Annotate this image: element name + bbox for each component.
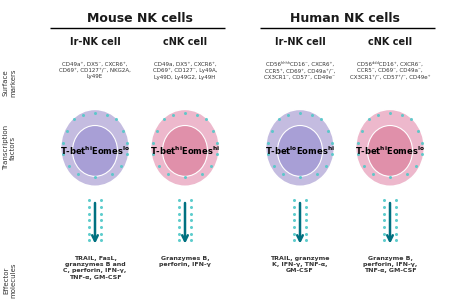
Text: T-bet$^{\mathbf{lo}}$Eomes$^{\mathbf{hi}}$: T-bet$^{\mathbf{lo}}$Eomes$^{\mathbf{hi}… [265, 145, 335, 157]
Ellipse shape [73, 126, 118, 176]
Text: Transcription
factors: Transcription factors [3, 125, 16, 170]
Ellipse shape [151, 109, 219, 186]
Text: Surface
markers: Surface markers [3, 69, 16, 97]
Ellipse shape [367, 126, 412, 176]
Text: cNK cell: cNK cell [368, 37, 412, 47]
Text: CD49a, DX5⁺, CXCR6⁺,
CD69⁺, CD127⁻, Ly49A,
Ly49D, Ly49G2, Ly49H: CD49a, DX5⁺, CXCR6⁺, CD69⁺, CD127⁻, Ly49… [153, 62, 217, 80]
Text: CD56ʰʰʰʰCD16⁻, CXCR6⁺,
CCR5⁺, CD69⁺, CD49a⁺/⁻,
CX3CR1⁻, CD57⁻, CD49e⁻: CD56ʰʰʰʰCD16⁻, CXCR6⁺, CCR5⁺, CD69⁺, CD4… [264, 62, 336, 80]
Text: Human NK cells: Human NK cells [290, 12, 400, 25]
Text: Mouse NK cells: Mouse NK cells [87, 12, 193, 25]
Text: TRAIL, FasL,
granzymes B and
C, perforin, IFN-γ,
TNF-α, GM-CSF: TRAIL, FasL, granzymes B and C, perforin… [64, 256, 127, 280]
Ellipse shape [163, 126, 208, 176]
Text: Granzyme B,
perforin, IFN-γ,
TNF-α, GM-CSF: Granzyme B, perforin, IFN-γ, TNF-α, GM-C… [363, 256, 417, 274]
Text: cNK cell: cNK cell [163, 37, 207, 47]
Text: TRAIL, granzyme
K, IFN-γ, TNF-α,
GM-CSF: TRAIL, granzyme K, IFN-γ, TNF-α, GM-CSF [270, 256, 330, 274]
Text: T-bet$^{\mathbf{hi}}$Eomes$^{\mathbf{lo}}$: T-bet$^{\mathbf{hi}}$Eomes$^{\mathbf{lo}… [60, 145, 130, 157]
Text: CD49a⁺, DX5⁻, CXCR6⁺,
CD69⁺, CD127⁺/⁻, NKG2A,
Ly49E: CD49a⁺, DX5⁻, CXCR6⁺, CD69⁺, CD127⁺/⁻, N… [59, 62, 131, 79]
Ellipse shape [61, 109, 129, 186]
Text: Granzymes B,
perforin, IFN-γ: Granzymes B, perforin, IFN-γ [159, 256, 211, 267]
Text: T-bet$^{\mathbf{hi}}$Eomes$^{\mathbf{hi}}$: T-bet$^{\mathbf{hi}}$Eomes$^{\mathbf{hi}… [150, 145, 220, 157]
Text: lr-NK cell: lr-NK cell [70, 37, 120, 47]
Text: T-bet$^{\mathbf{hi}}$Eomes$^{\mathbf{lo}}$: T-bet$^{\mathbf{hi}}$Eomes$^{\mathbf{lo}… [355, 145, 425, 157]
Text: lr-NK cell: lr-NK cell [274, 37, 325, 47]
Text: CD56ᵈᵈᵈCD16⁺, CXCR6⁻,
CCR5⁻, CD69⁻, CD49a⁻,
CX3CR1⁺/⁻, CD57⁺/⁻, CD49e⁺: CD56ᵈᵈᵈCD16⁺, CXCR6⁻, CCR5⁻, CD69⁻, CD49… [350, 62, 430, 80]
Text: Effector
molecules: Effector molecules [3, 262, 16, 298]
Ellipse shape [277, 126, 322, 176]
Ellipse shape [356, 109, 424, 186]
Ellipse shape [265, 109, 334, 186]
